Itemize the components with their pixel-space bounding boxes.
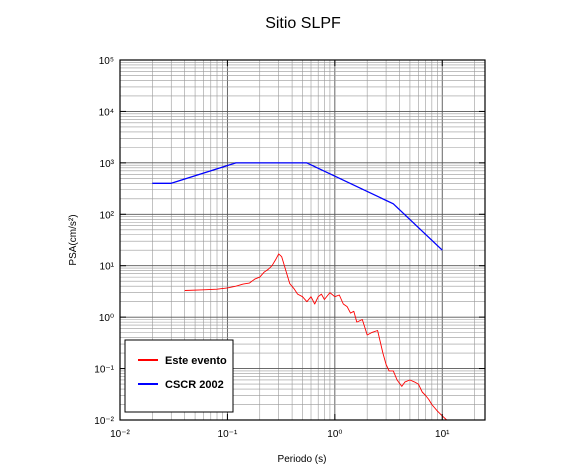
y-tick-label: 10³ — [100, 159, 115, 170]
y-tick-label: 10⁰ — [99, 313, 114, 324]
chart-legend: Este evento CSCR 2002 — [124, 339, 234, 413]
y-tick-label: 10⁻² — [94, 416, 114, 427]
series-line-cscr-2002 — [152, 162, 443, 251]
y-tick-label: 10¹ — [100, 262, 115, 273]
legend-label-este-evento: Este evento — [165, 355, 227, 367]
x-tick-label: 10¹ — [435, 429, 450, 440]
x-axis-label: Periodo (s) — [278, 454, 327, 465]
x-tick-label: 10⁻¹ — [218, 429, 238, 440]
y-tick-label: 10⁴ — [99, 107, 114, 118]
axis-ticks — [119, 59, 485, 421]
legend-label-cscr-2002: CSCR 2002 — [165, 379, 224, 391]
plot-area — [119, 59, 486, 421]
x-tick-label: 10⁻² — [110, 429, 130, 440]
axis-tick-labels: 10⁻² 10⁻¹ 10⁰ 10¹ 10⁻² 10⁻¹ 10⁰ 10¹ 10² 10³ 10⁴ 10⁵ — [94, 56, 450, 440]
y-tick-label: 10⁻¹ — [94, 365, 114, 376]
x-tick-label: 10⁰ — [327, 429, 342, 440]
y-tick-label: 10² — [100, 210, 115, 221]
chart-title: Sitio SLPF — [265, 15, 341, 32]
y-axis-label: PSA(cm/s²) — [68, 214, 79, 265]
chart-series — [152, 162, 451, 421]
series-line-este-evento — [184, 253, 451, 421]
y-tick-label: 10⁵ — [99, 56, 114, 67]
legend-box — [124, 339, 234, 413]
